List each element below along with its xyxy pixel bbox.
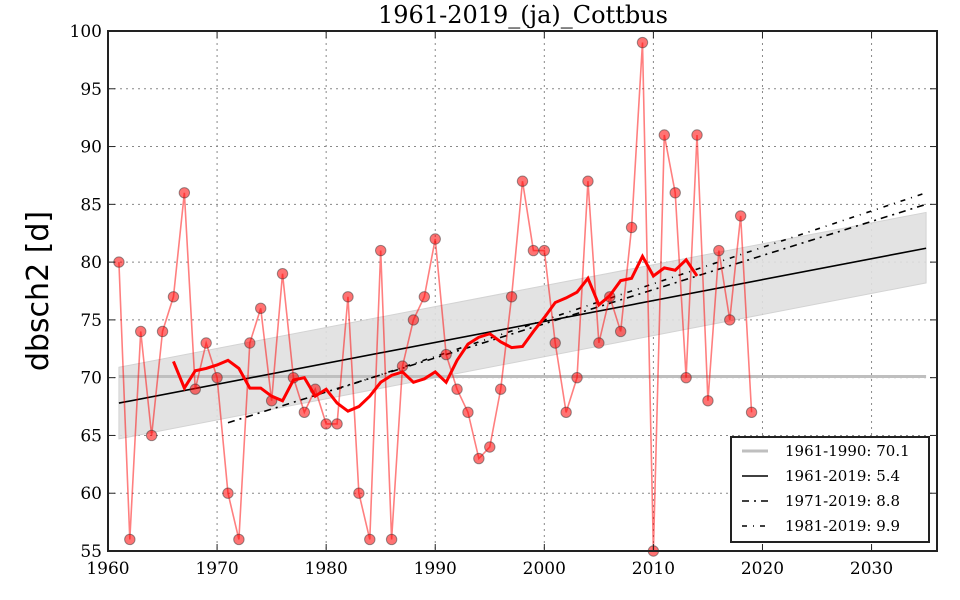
x-tick-label: 1970: [195, 559, 238, 579]
data-point: [233, 533, 245, 546]
axis-ticks: 1960 1970 1980 1990 2000 2010 2020 2030 55 60 65 70…: [70, 22, 937, 579]
data-point: [702, 395, 714, 407]
x-tick-label: 2020: [741, 559, 784, 579]
x-tick-label: 2000: [523, 559, 566, 579]
x-tick-label: 2030: [850, 559, 893, 579]
legend-label-1961: 1961-2019: 5.4: [785, 467, 900, 485]
data-point: [244, 337, 256, 349]
y-tick-label: 80: [80, 253, 102, 273]
data-point: [222, 487, 234, 499]
data-point: [385, 533, 398, 546]
data-point: [560, 406, 572, 419]
data-point: [571, 371, 583, 384]
data-point: [669, 187, 681, 199]
x-tick-label: 1990: [414, 559, 457, 579]
running-mean-series: [172, 253, 699, 413]
legend-label-ref: 1961-1990: 70.1: [785, 442, 910, 460]
y-tick-label: 75: [80, 311, 102, 331]
data-point: [745, 406, 758, 419]
data-point: [538, 244, 551, 257]
data-point: [211, 371, 223, 384]
data-point: [418, 291, 431, 303]
y-tick-label: 70: [80, 369, 102, 389]
data-point: [276, 267, 289, 280]
trend-lines: [118, 192, 927, 424]
data-point: [189, 383, 201, 395]
data-point: [156, 325, 169, 338]
data-point: [494, 383, 507, 395]
chart-title: 1961-2019_(ja)_Cottbus: [378, 1, 668, 29]
y-tick-label: 100: [70, 22, 102, 42]
x-tick-label: 2010: [632, 559, 675, 579]
data-point: [429, 233, 441, 245]
plot-frame: [107, 30, 938, 552]
data-point: [484, 441, 496, 453]
data-point: [680, 371, 692, 384]
legend: 1961-1990: 70.1 1961-2019: 5.4 1971-2019…: [730, 436, 930, 543]
y-tick-label: 85: [80, 195, 102, 215]
y-axis-label: dbsch2 [d]: [21, 211, 56, 371]
data-point: [320, 418, 332, 430]
legend-label-1971: 1971-2019: 8.8: [785, 492, 900, 510]
data-point: [724, 314, 736, 326]
data-point: [113, 256, 125, 268]
data-point: [145, 429, 158, 442]
data-point: [614, 325, 627, 338]
data-point: [593, 337, 605, 349]
y-tick-label: 90: [80, 138, 102, 158]
data-point: [549, 337, 561, 349]
data-point: [527, 244, 540, 257]
data-point: [734, 210, 747, 222]
x-tick-label: 1960: [86, 559, 129, 579]
trend-line-1971-2019: [227, 203, 927, 424]
data-point: [178, 187, 191, 199]
y-tick-label: 95: [80, 80, 102, 100]
running-mean-line: [172, 253, 699, 413]
x-tick-label: 1980: [305, 559, 348, 579]
data-point: [255, 302, 267, 315]
data-point: [200, 337, 212, 349]
data-point: [396, 360, 409, 372]
data-point: [713, 244, 725, 257]
data-point: [353, 487, 365, 499]
data-point: [124, 533, 136, 546]
trend-line-1961-2019: [118, 247, 927, 404]
data-point: [331, 418, 343, 430]
data-point: [342, 291, 354, 303]
data-point: [691, 129, 703, 141]
legend-label-1981: 1981-2019: 9.9: [785, 517, 900, 535]
data-point: [440, 348, 452, 361]
data-point: [298, 406, 311, 419]
data-point: [636, 36, 649, 49]
annual-series: [113, 36, 758, 557]
data-point: [658, 129, 671, 141]
data-point: [462, 406, 474, 419]
legend-box: [730, 436, 930, 543]
y-tick-label: 65: [80, 426, 102, 446]
data-point: [451, 383, 463, 395]
data-point: [625, 221, 638, 234]
data-point: [364, 533, 376, 546]
data-point: [374, 244, 387, 257]
trend-line-1981-2019: [336, 192, 927, 390]
y-tick-label: 60: [80, 484, 102, 504]
data-point: [473, 452, 485, 465]
data-point: [407, 314, 420, 326]
data-point: [516, 175, 529, 187]
data-point: [505, 291, 518, 303]
data-point: [582, 175, 594, 187]
data-point: [135, 325, 147, 338]
y-tick-label: 55: [80, 542, 102, 562]
data-point: [167, 291, 180, 303]
